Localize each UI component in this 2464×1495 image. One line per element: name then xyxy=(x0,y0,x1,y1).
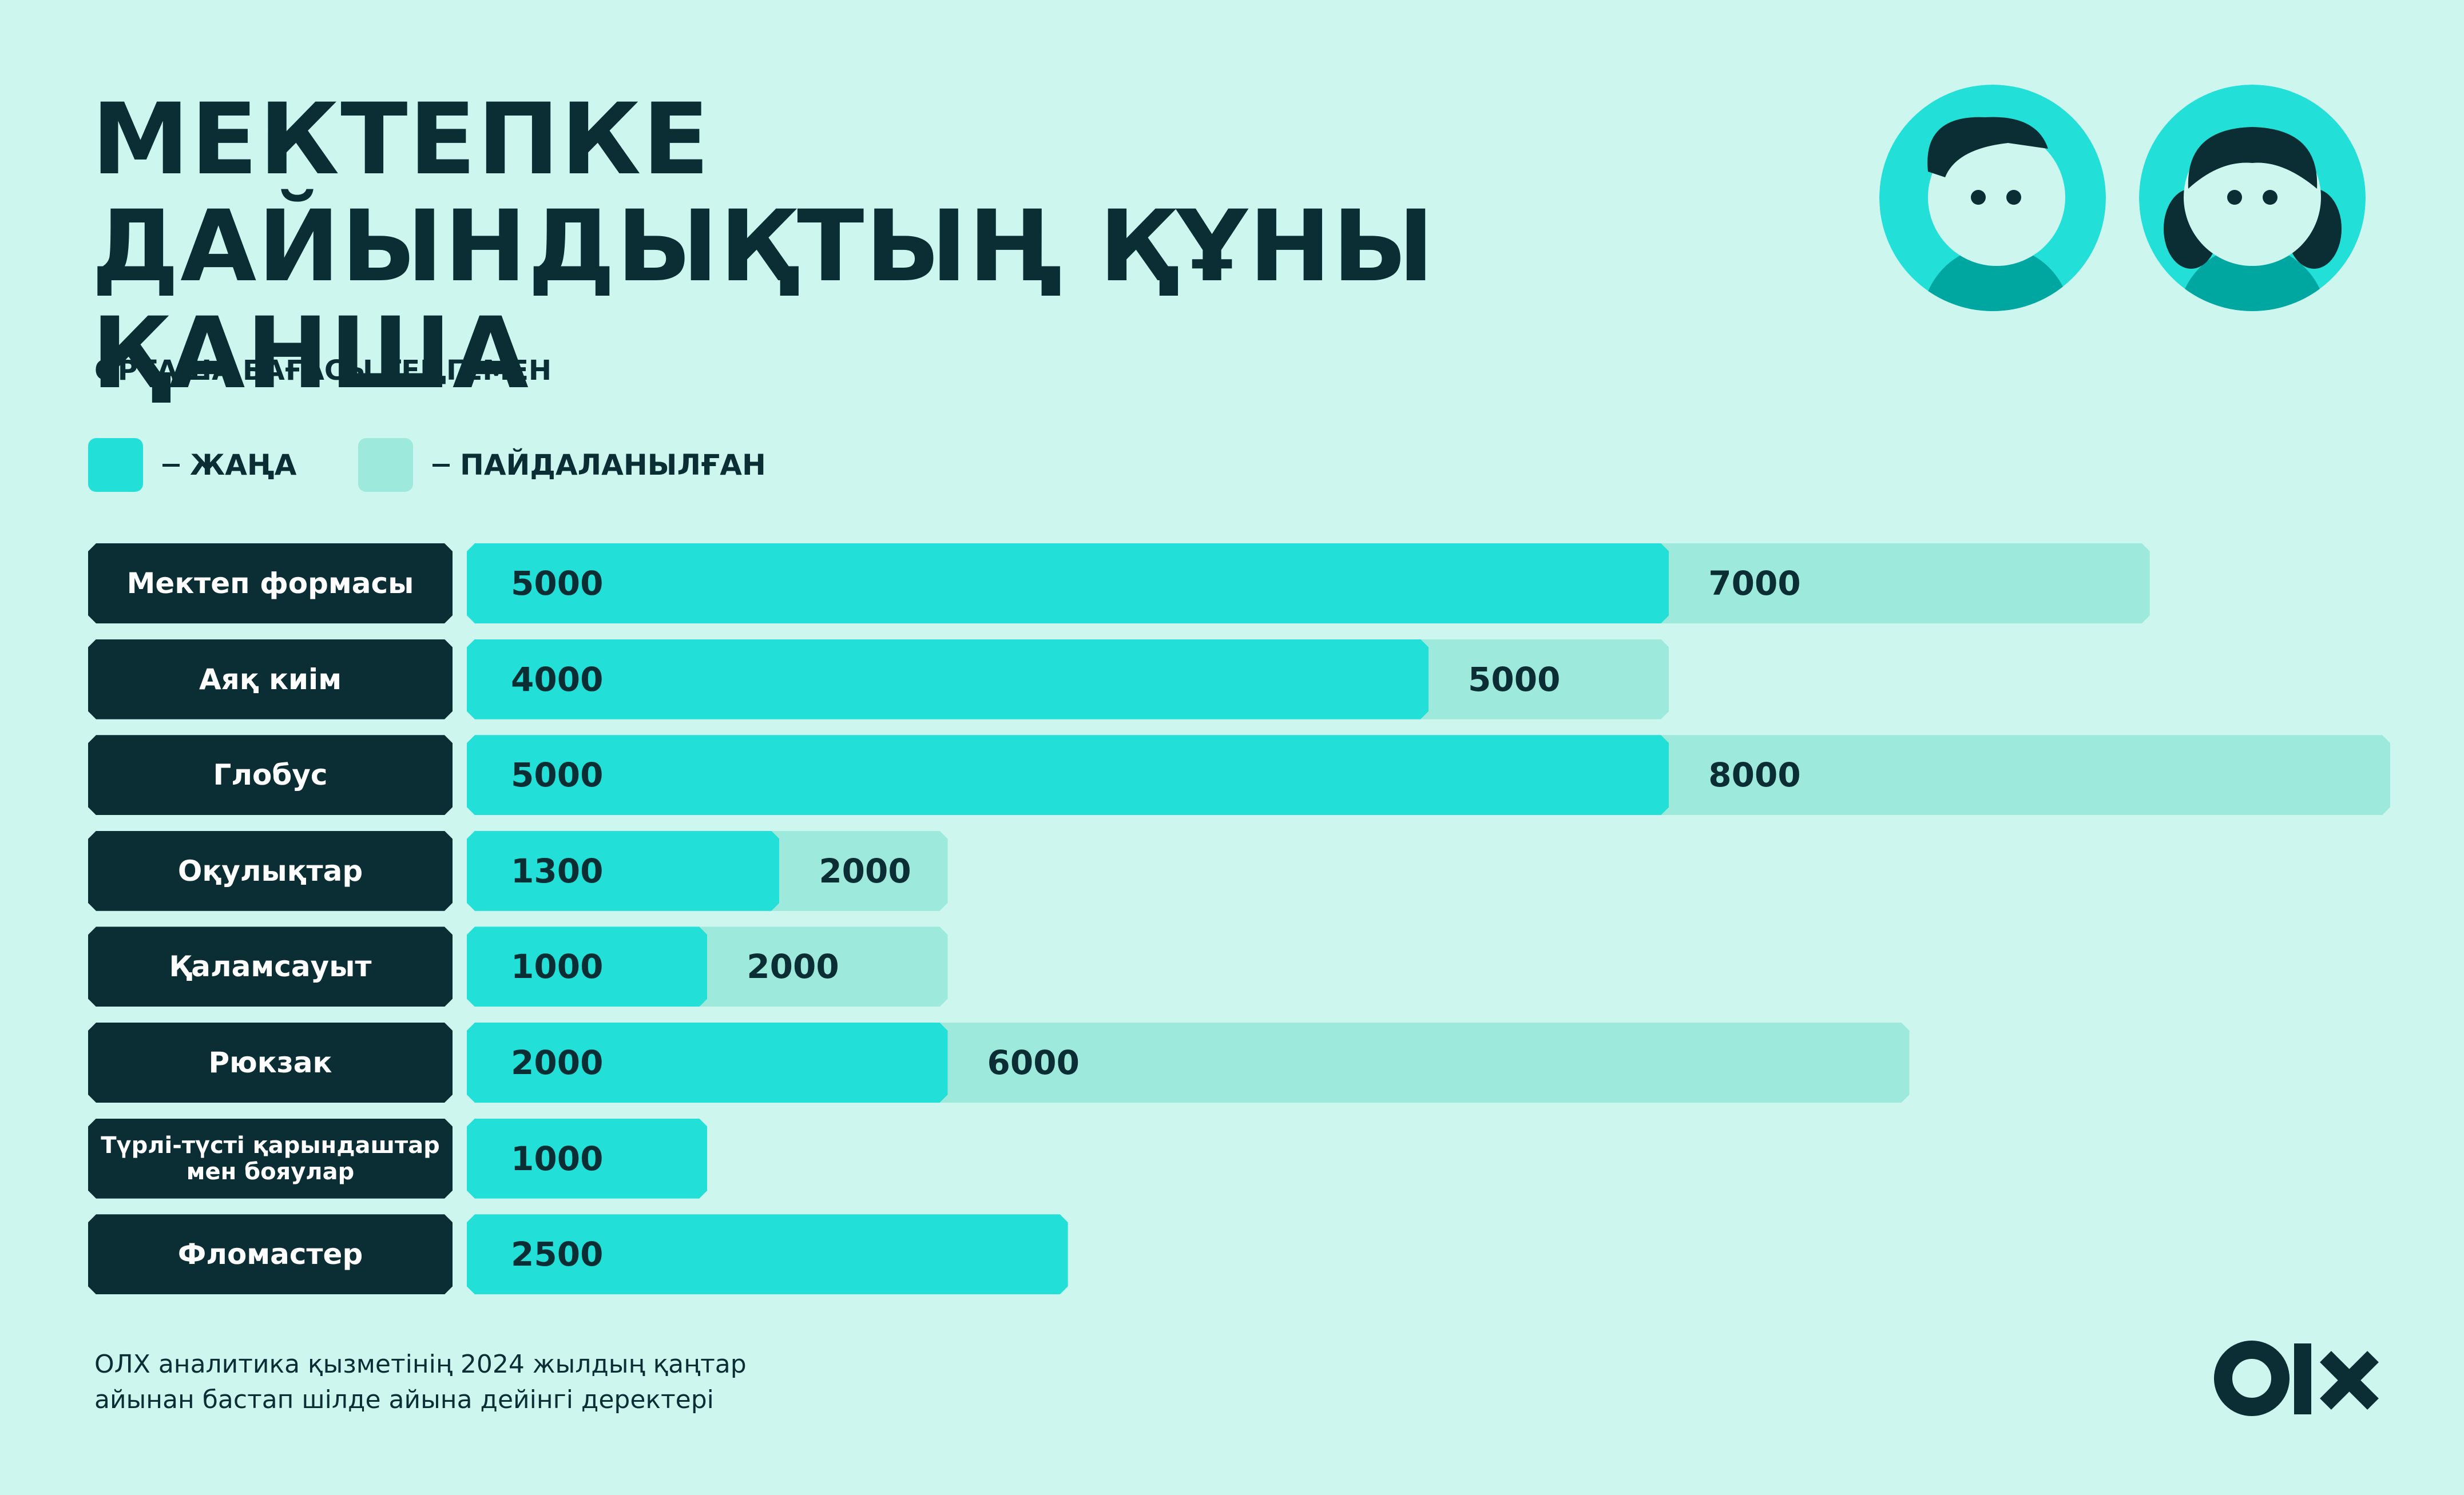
footnote: ОЛХ аналитика қызметінің 2024 жылдың қаң… xyxy=(94,1350,747,1414)
bar xyxy=(467,1023,948,1103)
category-label: Оқулықтар xyxy=(88,831,453,911)
category-label: Түрлі-түсті қарындаштар мен бояулар xyxy=(88,1119,453,1199)
value-label: 5000 xyxy=(1468,659,1561,699)
category-label: Фломастер xyxy=(88,1214,453,1294)
legend-label: ПАЙДАЛАНЫЛҒАН xyxy=(460,448,766,482)
boy-avatar xyxy=(1879,85,2106,311)
value-label: 2000 xyxy=(511,1043,604,1082)
value-label: 8000 xyxy=(1708,756,1801,795)
value-label: 1000 xyxy=(511,947,604,987)
chart-title: МЕКТЕПКЕ ДАЙЫНДЫҚТЫҢ ҚҰНЫ ҚАНША xyxy=(92,82,1435,411)
chart-subtitle: ОРТАША БАҒАСЫ ТЕҢГЕМЕН xyxy=(94,355,552,387)
value-label: 6000 xyxy=(987,1043,1080,1082)
legend-dash xyxy=(162,464,180,467)
value-label: 2000 xyxy=(819,851,911,890)
category-label: Мектеп формасы xyxy=(88,543,453,623)
category-label: Аяқ киім xyxy=(88,639,453,719)
category-label: Глобус xyxy=(88,735,453,815)
bar xyxy=(467,927,707,1007)
legend-swatch xyxy=(88,438,143,492)
value-label: 2000 xyxy=(747,947,839,987)
bar xyxy=(467,735,1669,815)
value-label: 5000 xyxy=(511,564,604,603)
bar xyxy=(467,543,1669,623)
category-label: Рюкзак xyxy=(88,1023,453,1103)
value-label: 5000 xyxy=(511,756,604,795)
bar xyxy=(467,1214,1068,1294)
value-label: 7000 xyxy=(1708,564,1801,603)
value-label: 1000 xyxy=(511,1139,604,1178)
legend-swatch xyxy=(358,438,413,492)
value-label: 4000 xyxy=(511,659,604,699)
bar xyxy=(467,1119,707,1199)
legend-dash xyxy=(433,464,450,467)
bar xyxy=(467,831,779,911)
value-label: 2500 xyxy=(511,1235,604,1274)
category-label: Қаламсауыт xyxy=(88,927,453,1007)
value-label: 1300 xyxy=(511,851,604,890)
girl-avatar xyxy=(2139,85,2366,311)
legend-label: ЖАҢА xyxy=(190,448,297,482)
olx-logo xyxy=(2214,1341,2379,1416)
bar xyxy=(467,639,1429,719)
